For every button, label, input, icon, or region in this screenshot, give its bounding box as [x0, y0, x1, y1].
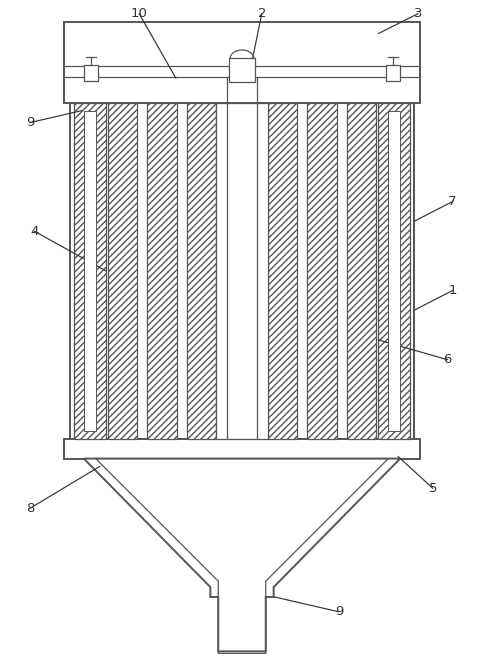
- Bar: [378, 103, 409, 439]
- Bar: [74, 103, 106, 439]
- Bar: [388, 111, 399, 431]
- Bar: [84, 111, 95, 431]
- Text: 7: 7: [447, 195, 456, 208]
- Text: 4: 4: [30, 224, 39, 238]
- Text: 8: 8: [26, 501, 34, 515]
- Bar: [64, 22, 419, 103]
- Bar: [186, 103, 216, 439]
- Bar: [307, 103, 336, 439]
- Bar: [70, 103, 413, 439]
- Text: 5: 5: [428, 482, 436, 495]
- Bar: [267, 103, 297, 439]
- Bar: [84, 65, 97, 81]
- Bar: [346, 103, 376, 439]
- Text: 9: 9: [26, 116, 34, 129]
- Bar: [64, 439, 419, 458]
- Bar: [147, 103, 176, 439]
- Bar: [386, 65, 399, 81]
- Text: 2: 2: [257, 7, 266, 20]
- Text: 9: 9: [334, 605, 342, 618]
- Text: 6: 6: [442, 353, 451, 366]
- Bar: [228, 58, 254, 82]
- Text: 1: 1: [447, 284, 456, 297]
- Bar: [216, 103, 267, 439]
- Polygon shape: [84, 458, 399, 651]
- Text: 3: 3: [413, 7, 422, 20]
- Bar: [107, 103, 137, 439]
- Text: 10: 10: [131, 7, 147, 20]
